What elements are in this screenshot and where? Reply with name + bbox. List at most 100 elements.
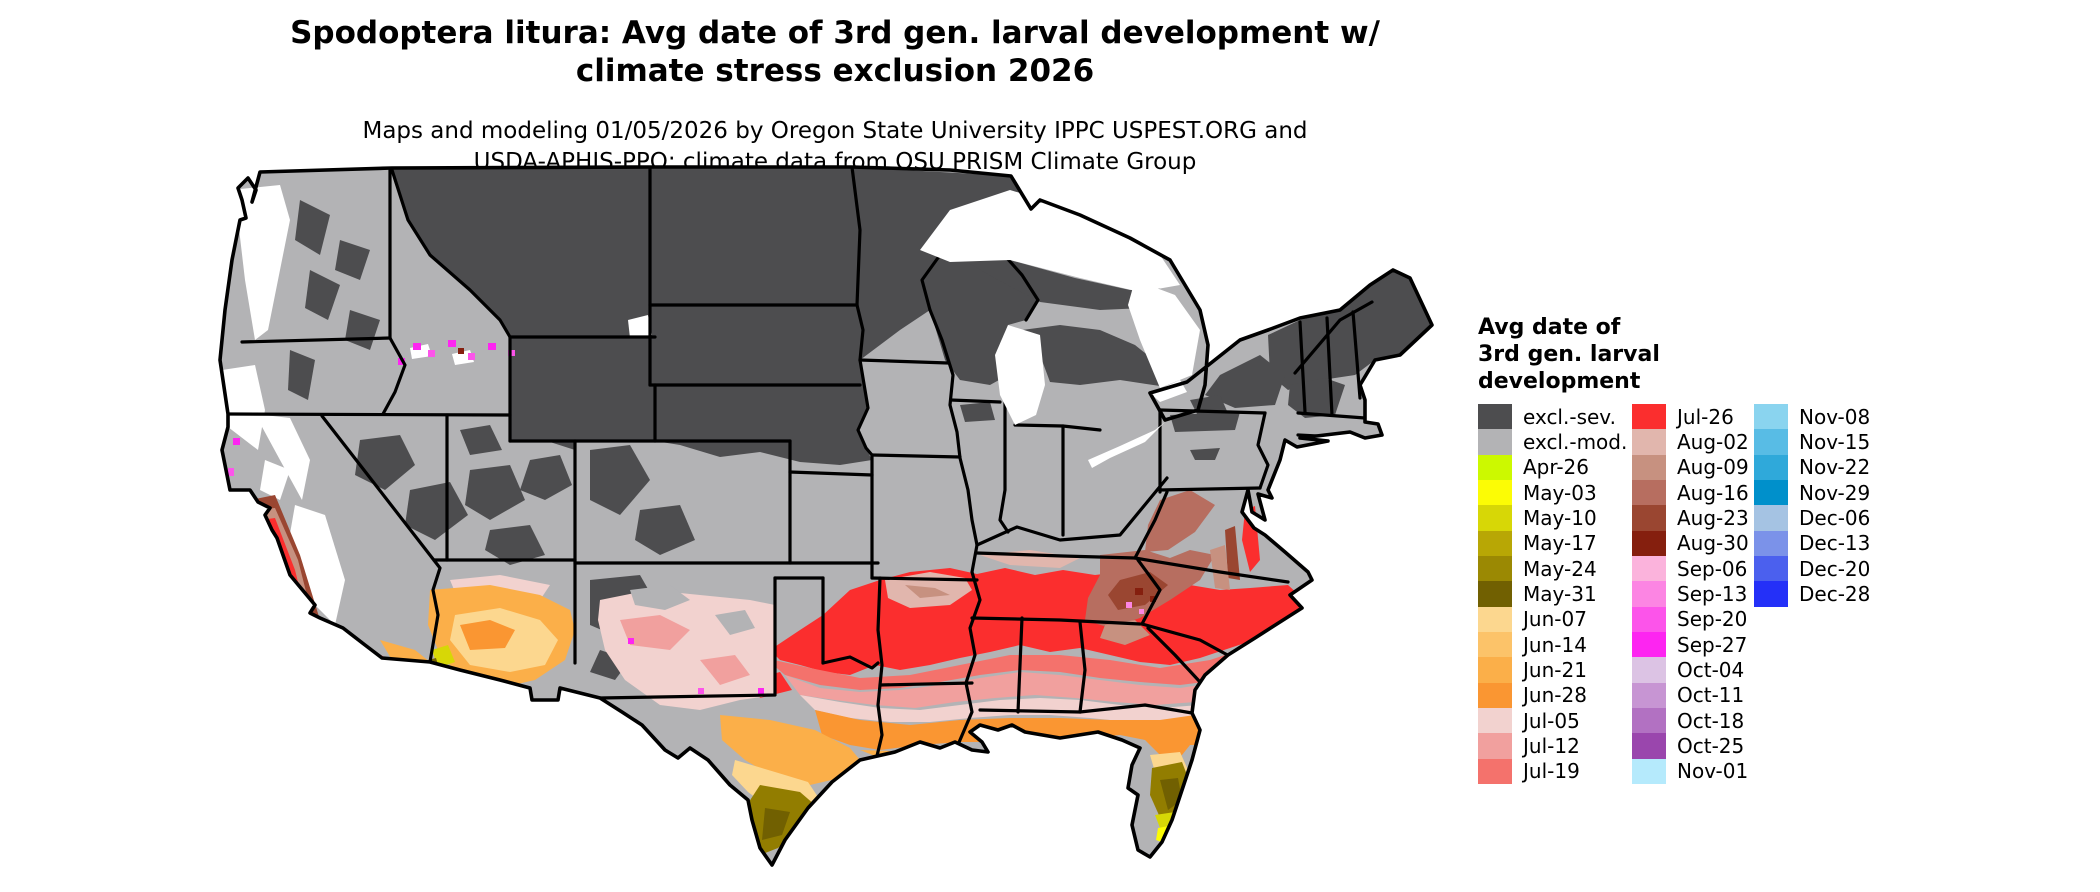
legend-swatch — [1478, 505, 1512, 531]
legend-entry: Aug-23 — [1632, 505, 1749, 531]
lake-erie — [1088, 422, 1165, 468]
legend-entry: Aug-02 — [1632, 429, 1749, 455]
legend-entry: Oct-11 — [1632, 682, 1749, 708]
legend-swatch — [1478, 682, 1512, 708]
legend-label: Dec-06 — [1799, 505, 1871, 530]
us-outline — [218, 165, 1434, 867]
legend-label: Jul-26 — [1677, 404, 1734, 429]
legend-column-2: Jul-26 Aug-02 Aug-09 Aug-16 Aug-23 Aug-30 Sep-… — [1632, 404, 1749, 784]
map-layer-florida-keys — [1118, 856, 1170, 865]
legend-entry: Nov-29 — [1754, 479, 1870, 506]
legend-entry: Sep-13 — [1632, 581, 1749, 607]
legend-label: Dec-13 — [1799, 531, 1871, 556]
legend-label: Aug-30 — [1677, 531, 1749, 556]
map-title-line2: climate stress exclusion 2026 — [575, 53, 1095, 89]
legend-column-1: excl.-sev. excl.-mod. Apr-26 May-03 May-10 Ma… — [1478, 404, 1627, 784]
lake-superior — [920, 190, 1180, 292]
legend-swatch — [1478, 555, 1512, 582]
legend-entry: Jul-19 — [1478, 758, 1627, 784]
legend-entry: Oct-18 — [1632, 707, 1749, 734]
legend-entry: Aug-30 — [1632, 530, 1749, 556]
legend-entry: May-17 — [1478, 530, 1627, 556]
legend-entry: Nov-22 — [1754, 454, 1871, 480]
legend-label: excl.-mod. — [1523, 429, 1628, 454]
legend-label: May-10 — [1523, 505, 1597, 530]
legend-title-line1: Avg date of — [1478, 315, 1621, 340]
legend-swatch — [1632, 682, 1666, 708]
legend-swatch — [1478, 479, 1512, 506]
legend-label: Sep-13 — [1677, 581, 1748, 606]
legend-swatch — [1478, 631, 1512, 658]
legend-swatch — [1632, 581, 1666, 607]
legend-label: May-24 — [1523, 556, 1597, 581]
legend-swatch — [1478, 758, 1512, 784]
legend-swatch — [1632, 429, 1666, 455]
legend-entry: excl.-mod. — [1478, 429, 1628, 455]
legend-swatch — [1754, 581, 1788, 607]
legend-swatch — [1754, 429, 1788, 455]
lake-huron — [1128, 280, 1200, 388]
legend-label: Aug-23 — [1677, 505, 1749, 530]
legend-swatch — [1478, 404, 1512, 430]
legend-entry: Jun-21 — [1478, 657, 1627, 683]
legend-label: Dec-28 — [1799, 581, 1871, 606]
legend-label: Jun-07 — [1523, 607, 1587, 632]
map-great-lakes — [920, 190, 1200, 468]
legend-swatch — [1478, 581, 1512, 607]
map-layer-stx-olive-dark — [762, 808, 790, 840]
legend-swatch — [1478, 657, 1512, 683]
legend-swatch — [1478, 454, 1512, 480]
legend-swatch — [1478, 707, 1512, 734]
legend-entry: excl.-sev. — [1478, 404, 1627, 430]
legend-entry: Jun-14 — [1478, 631, 1627, 658]
legend-label: Sep-27 — [1677, 632, 1748, 657]
legend-entry: May-24 — [1478, 555, 1627, 582]
legend-entry: Jul-12 — [1478, 733, 1627, 759]
map-layer-chesapeake — [1210, 526, 1240, 590]
legend-label: Jun-14 — [1523, 632, 1587, 657]
legend-entry: Nov-01 — [1632, 758, 1749, 784]
legend-label: Jul-05 — [1523, 708, 1580, 733]
legend-label: Oct-04 — [1677, 657, 1745, 682]
legend-entry: Aug-09 — [1632, 454, 1749, 480]
map-layer-jul12-band — [785, 652, 1300, 708]
legend-entry: Sep-06 — [1632, 555, 1749, 582]
legend-label: Nov-22 — [1799, 455, 1871, 480]
legend-entry: Sep-27 — [1632, 631, 1749, 658]
map-title-line1: Spodoptera litura: Avg date of 3rd gen. … — [290, 15, 1380, 51]
legend-label: Nov-15 — [1799, 429, 1871, 454]
legend-label: Sep-06 — [1677, 556, 1748, 581]
legend-entry: Nov-15 — [1754, 429, 1871, 455]
legend-label: Sep-20 — [1677, 607, 1748, 632]
legend-swatch — [1632, 530, 1666, 556]
legend-label: May-31 — [1523, 581, 1597, 606]
legend-label: Aug-16 — [1677, 480, 1749, 505]
legend-swatch — [1632, 555, 1666, 582]
legend-swatch — [1478, 429, 1512, 455]
legend-swatch — [1754, 530, 1788, 556]
legend-label: Jul-19 — [1523, 759, 1580, 784]
map-layer-nodata-white — [220, 185, 652, 625]
legend-label: Jun-21 — [1523, 657, 1587, 682]
legend-swatch — [1632, 606, 1666, 632]
legend-label: Oct-18 — [1677, 708, 1745, 733]
legend-label: May-03 — [1523, 480, 1597, 505]
legend-swatch — [1478, 606, 1512, 632]
legend-label: Aug-09 — [1677, 455, 1749, 480]
legend-entry: Jul-26 — [1632, 404, 1749, 430]
legend-entry: Jun-28 — [1478, 682, 1627, 708]
map-layer-arizona — [428, 585, 575, 688]
legend-label: Oct-25 — [1677, 733, 1745, 758]
map-layer-jun21-texas — [720, 715, 860, 785]
legend-swatch — [1632, 707, 1666, 734]
legend-swatch — [1632, 657, 1666, 683]
legend-swatch — [1754, 454, 1788, 480]
legend-swatch — [1632, 758, 1666, 784]
legend-title-line3: development — [1478, 369, 1641, 394]
legend-swatch — [1632, 631, 1666, 658]
legend-swatch — [1632, 733, 1666, 759]
legend-column-3: Nov-08 Nov-15 Nov-22 Nov-29 Dec-06 Dec-13 Dec-… — [1754, 404, 1870, 607]
legend-label: Nov-08 — [1799, 404, 1871, 429]
map-layer-jul19-band — [765, 608, 1315, 690]
map-state-borders — [226, 167, 1374, 762]
